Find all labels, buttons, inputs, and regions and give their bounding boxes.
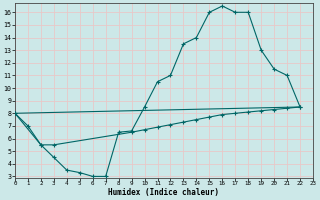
X-axis label: Humidex (Indice chaleur): Humidex (Indice chaleur) [108,188,220,197]
